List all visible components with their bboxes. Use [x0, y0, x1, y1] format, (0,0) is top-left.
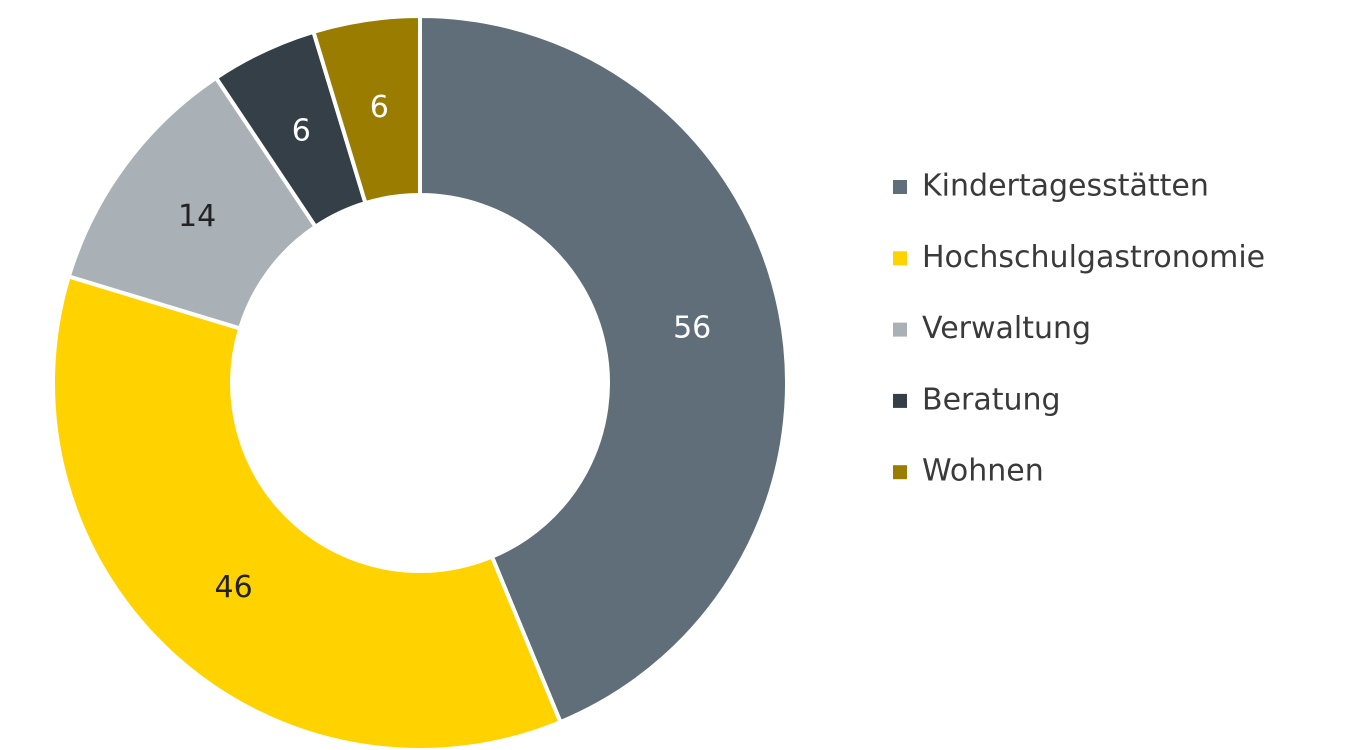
- legend-swatch: [893, 251, 907, 266]
- data-label: 14: [178, 199, 216, 234]
- legend-label: Hochschulgastronomie: [922, 240, 1265, 275]
- legend-swatch: [893, 322, 907, 337]
- legend-label: Kindertagesstätten: [922, 169, 1209, 204]
- slice: [418, 14, 789, 725]
- legend-swatch: [893, 465, 907, 480]
- legend-label: Verwaltung: [922, 311, 1091, 346]
- data-label: 6: [370, 90, 389, 125]
- data-label: 46: [215, 570, 253, 605]
- data-label: 56: [673, 310, 711, 345]
- legend-label: Beratung: [922, 382, 1061, 417]
- slice: [51, 274, 563, 750]
- legend-label: Wohnen: [922, 454, 1044, 489]
- data-label: 6: [292, 114, 311, 149]
- legend-swatch: [893, 180, 907, 194]
- legend-swatch: [893, 393, 907, 408]
- slice: [311, 14, 422, 206]
